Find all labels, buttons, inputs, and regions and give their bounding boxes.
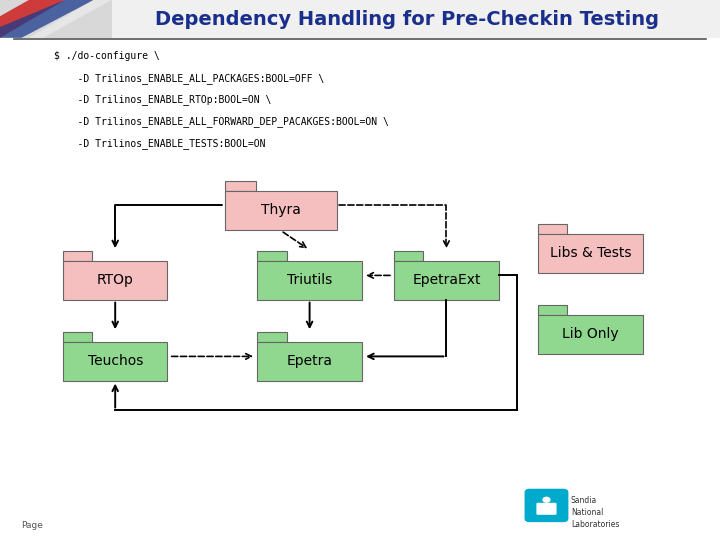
Bar (538, 315, 642, 354)
Bar (395, 251, 423, 261)
Text: Page: Page (22, 521, 43, 530)
Text: EpetraExt: EpetraExt (412, 273, 481, 287)
Text: -D Trilinos_ENABLE_TESTS:BOOL=ON: -D Trilinos_ENABLE_TESTS:BOOL=ON (54, 138, 266, 148)
Bar (538, 234, 642, 273)
Bar (63, 332, 92, 342)
Text: Lib Only: Lib Only (562, 327, 618, 341)
Text: -D Trilinos_ENABLE_RTOp:BOOL=ON \: -D Trilinos_ENABLE_RTOp:BOOL=ON \ (54, 94, 271, 105)
Text: Thyra: Thyra (261, 203, 301, 217)
Text: Epetra: Epetra (287, 354, 333, 368)
Text: Sandia
National
Laboratories: Sandia National Laboratories (571, 496, 619, 529)
Bar (258, 332, 287, 342)
Bar (0, 0, 720, 38)
Bar (538, 305, 567, 315)
FancyBboxPatch shape (526, 490, 567, 521)
Text: Dependency Handling for Pre-Checkin Testing: Dependency Handling for Pre-Checkin Test… (155, 10, 659, 29)
Bar (538, 224, 567, 234)
Text: -D Trilinos_ENABLE_ALL_PACKAGES:BOOL=OFF \: -D Trilinos_ENABLE_ALL_PACKAGES:BOOL=OFF… (54, 73, 324, 84)
Bar (395, 261, 498, 300)
Bar (63, 342, 167, 381)
Bar (258, 251, 287, 261)
Bar (225, 181, 256, 191)
Text: RTOp: RTOp (96, 273, 134, 287)
Polygon shape (29, 0, 112, 38)
Bar (63, 251, 92, 261)
Text: Libs & Tests: Libs & Tests (549, 246, 631, 260)
Bar (258, 342, 361, 381)
Text: Teuchos: Teuchos (88, 354, 143, 368)
Text: $ ./do-configure \: $ ./do-configure \ (54, 51, 160, 62)
Polygon shape (0, 0, 94, 38)
Circle shape (542, 497, 551, 503)
Bar (63, 261, 167, 300)
Polygon shape (0, 0, 112, 38)
Bar (258, 261, 361, 300)
FancyBboxPatch shape (536, 503, 557, 515)
Text: -D Trilinos_ENABLE_ALL_FORWARD_DEP_PACAKGES:BOOL=ON \: -D Trilinos_ENABLE_ALL_FORWARD_DEP_PACAK… (54, 116, 389, 127)
Text: Triutils: Triutils (287, 273, 332, 287)
Polygon shape (0, 0, 65, 38)
Bar (225, 191, 337, 229)
